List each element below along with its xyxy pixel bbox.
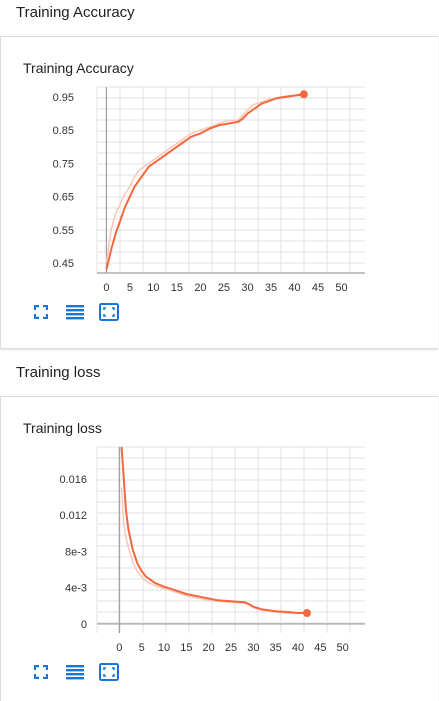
x-tick-label: 30 [247,642,259,654]
x-tick-label: 35 [265,282,277,294]
x-tick-label: 25 [225,642,237,654]
y-tick-label: 0.65 [53,192,74,204]
card-title: Training loss [23,420,102,436]
section-title-loss: Training loss [16,364,101,381]
loss-chart[interactable]: 0 4e-3 8e-3 0.012 0.016 0 5 10 15 20 25 30 35 40 45 50 [1,397,439,657]
chart-card-loss: Training loss 0 4e-3 8e-3 0.012 0.016 0 5 10 15 2… [0,396,438,701]
x-tick-label: 40 [292,642,304,654]
x-tick-label: 50 [335,282,347,294]
y-tick-label: 0.95 [53,92,74,104]
fullscreen-icon[interactable] [31,662,51,682]
y-tick-label: 4e-3 [65,583,87,595]
grid [96,86,365,273]
section-title-accuracy: Training Accuracy [16,4,135,21]
x-tick-label: 0 [116,642,122,654]
y-tick-label: 0.75 [53,158,74,170]
chart-card-accuracy: Training Accuracy 0.45 0.55 0.65 0.75 0.85 0.… [0,36,438,349]
accuracy-chart[interactable]: 0.45 0.55 0.65 0.75 0.85 0.95 0 5 10 15 20 25 30 35 40… [1,37,439,297]
x-tick-label: 45 [312,282,324,294]
x-tick-label: 20 [194,282,206,294]
x-tick-label: 5 [139,642,145,654]
y-tick-label: 8e-3 [65,546,87,558]
y-tick-label: 0.016 [59,474,87,486]
fit-domain-icon[interactable] [99,302,119,322]
chart-toolbar [31,302,133,322]
smoothed-series-line [105,93,305,270]
y-tick-label: 0.55 [53,225,74,237]
y-tick-label: 0 [81,619,87,631]
last-point-marker [299,90,308,99]
x-tick-label: 15 [180,642,192,654]
fullscreen-icon[interactable] [31,302,51,322]
x-tick-label: 50 [337,642,349,654]
x-tick-label: 20 [203,642,215,654]
y-tick-label: 0.45 [53,258,74,270]
x-tick-label: 25 [218,282,230,294]
x-tick-label: 45 [314,642,326,654]
x-tick-label: 0 [103,282,109,294]
smoothed-series-line [120,446,307,614]
fit-domain-icon[interactable] [99,662,119,682]
x-tick-label: 5 [127,282,133,294]
x-tick-label: 10 [158,642,170,654]
x-tick-label: 40 [288,282,300,294]
x-tick-label: 30 [241,282,253,294]
x-tick-label: 10 [147,282,159,294]
x-tick-label: 15 [171,282,183,294]
card-title: Training Accuracy [23,60,134,76]
y-tick-label: 0.85 [53,125,74,137]
y-tick-label: 0.012 [59,510,87,522]
grid [96,446,365,633]
data-table-icon[interactable] [65,662,85,682]
last-point-marker [302,609,311,618]
x-tick-label: 35 [270,642,282,654]
chart-toolbar [31,662,133,682]
data-table-icon[interactable] [65,302,85,322]
raw-series-line [120,487,307,614]
